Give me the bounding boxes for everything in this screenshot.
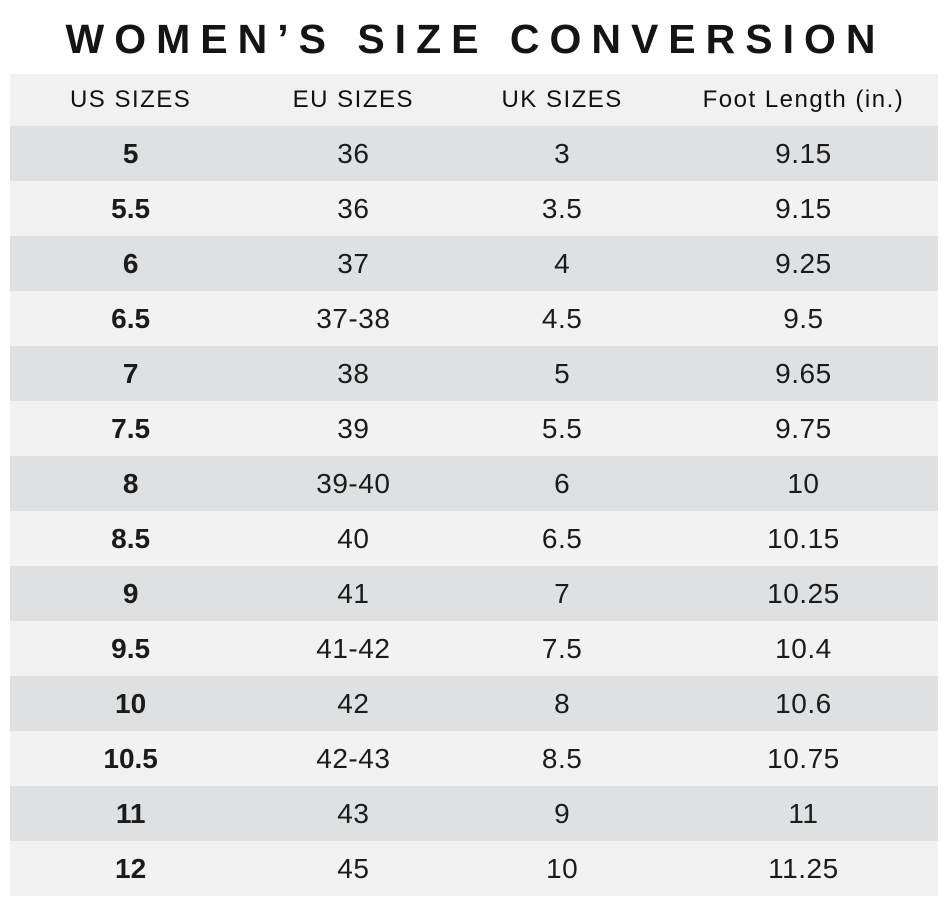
cell-us-size: 6.5 <box>111 302 151 334</box>
table-row: 6.5 37-38 4.5 9.5 <box>10 291 938 346</box>
cell-eu-size: 42-43 <box>316 742 391 774</box>
cell-eu-size: 38 <box>337 357 370 389</box>
table-row: 10.5 42-43 8.5 10.75 <box>10 731 938 786</box>
table-row: 12 45 10 11.25 <box>10 841 938 896</box>
cell-eu-size: 43 <box>337 797 370 829</box>
table-row: 11 43 9 11 <box>10 786 938 841</box>
column-header-eu-sizes: EU SIZES <box>251 74 456 126</box>
cell-us-size: 9.5 <box>111 632 151 664</box>
cell-eu-size: 41 <box>337 577 370 609</box>
cell-foot-length: 10.15 <box>767 522 840 554</box>
cell-foot-length: 10.75 <box>767 742 840 774</box>
cell-foot-length: 9.75 <box>775 412 832 444</box>
table-row: 5.5 36 3.5 9.15 <box>10 181 938 236</box>
cell-eu-size: 36 <box>337 137 370 169</box>
cell-foot-length: 11 <box>788 797 819 829</box>
cell-us-size: 8.5 <box>111 522 151 554</box>
cell-eu-size: 39 <box>337 412 370 444</box>
table-row: 6 37 4 9.25 <box>10 236 938 291</box>
size-conversion-page: WOMEN’S SIZE CONVERSION US SIZES EU SIZE… <box>10 16 938 896</box>
cell-foot-length: 9.65 <box>775 357 832 389</box>
cell-eu-size: 45 <box>337 852 370 884</box>
cell-us-size: 5.5 <box>111 192 151 224</box>
cell-us-size: 8 <box>122 467 139 499</box>
table-body: 5 36 3 9.15 5.5 36 3.5 9.15 6 37 4 9.25 6.5 37-38 4.5 9… <box>10 126 938 896</box>
table-row: 5 36 3 9.15 <box>10 126 938 181</box>
cell-uk-size: 8 <box>554 687 571 719</box>
table-row: 7.5 39 5.5 9.75 <box>10 401 938 456</box>
cell-uk-size: 6.5 <box>541 522 583 554</box>
cell-uk-size: 5.5 <box>541 412 583 444</box>
table-row: 10 42 8 10.6 <box>10 676 938 731</box>
cell-us-size: 11 <box>115 797 146 829</box>
cell-foot-length: 10 <box>787 467 820 499</box>
cell-uk-size: 6 <box>554 467 571 499</box>
column-header-uk-sizes: UK SIZES <box>455 74 669 126</box>
cell-us-size: 12 <box>115 852 147 884</box>
table-header: US SIZES EU SIZES UK SIZES Foot Length (… <box>10 74 938 126</box>
cell-eu-size: 39-40 <box>316 467 391 499</box>
cell-uk-size: 4.5 <box>541 302 583 334</box>
cell-eu-size: 41-42 <box>316 632 391 664</box>
cell-uk-size: 7 <box>554 577 571 609</box>
cell-uk-size: 5 <box>554 357 571 389</box>
cell-eu-size: 42 <box>337 687 370 719</box>
cell-us-size: 10 <box>115 687 147 719</box>
table-row: 7 38 5 9.65 <box>10 346 938 401</box>
column-header-us-sizes: US SIZES <box>10 74 252 126</box>
cell-uk-size: 8.5 <box>541 742 583 774</box>
cell-uk-size: 7.5 <box>541 632 583 664</box>
cell-uk-size: 9 <box>554 797 571 829</box>
cell-foot-length: 9.5 <box>783 302 824 334</box>
cell-foot-length: 10.25 <box>767 577 840 609</box>
table-row: 9.5 41-42 7.5 10.4 <box>10 621 938 676</box>
cell-us-size: 7 <box>122 357 139 389</box>
size-conversion-table: US SIZES EU SIZES UK SIZES Foot Length (… <box>10 74 938 896</box>
cell-us-size: 7.5 <box>111 412 151 444</box>
cell-eu-size: 36 <box>337 192 370 224</box>
cell-foot-length: 10.4 <box>775 632 832 664</box>
cell-uk-size: 3.5 <box>541 192 583 224</box>
cell-foot-length: 9.25 <box>775 247 832 279</box>
cell-eu-size: 37-38 <box>316 302 391 334</box>
table-row: 8 39-40 6 10 <box>10 456 938 511</box>
cell-us-size: 6 <box>122 247 139 279</box>
cell-uk-size: 3 <box>554 137 571 169</box>
cell-eu-size: 37 <box>337 247 370 279</box>
cell-eu-size: 40 <box>337 522 370 554</box>
cell-foot-length: 10.6 <box>775 687 832 719</box>
table-row: 8.5 40 6.5 10.15 <box>10 511 938 566</box>
cell-uk-size: 4 <box>554 247 571 279</box>
cell-foot-length: 11.25 <box>768 852 839 884</box>
cell-foot-length: 9.15 <box>775 192 832 224</box>
table-header-row: US SIZES EU SIZES UK SIZES Foot Length (… <box>10 74 938 126</box>
column-header-foot-length: Foot Length (in.) <box>668 74 938 126</box>
cell-us-size: 9 <box>122 577 139 609</box>
cell-uk-size: 10 <box>546 852 579 884</box>
table-row: 9 41 7 10.25 <box>10 566 938 621</box>
cell-us-size: 10.5 <box>103 742 158 774</box>
page-title: WOMEN’S SIZE CONVERSION <box>65 16 886 62</box>
cell-us-size: 5 <box>122 137 139 169</box>
cell-foot-length: 9.15 <box>775 137 832 169</box>
